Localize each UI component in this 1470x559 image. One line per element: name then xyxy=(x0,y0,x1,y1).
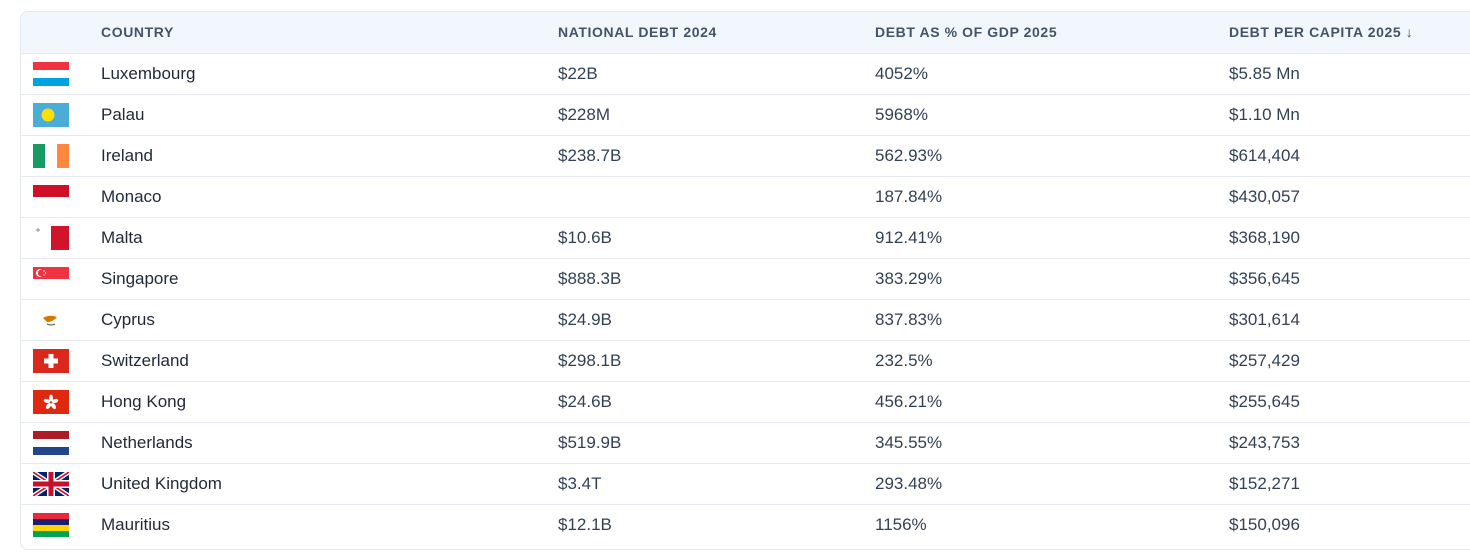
debt-per-capita-value: $301,614 xyxy=(1229,309,1300,329)
debt-per-capita-value: $150,096 xyxy=(1229,514,1300,534)
debt-gdp-value: 383.29% xyxy=(875,268,943,288)
table-row[interactable]: Cyprus $24.9B 837.83% $301,614 xyxy=(21,299,1470,340)
flag-cell xyxy=(21,258,101,299)
netherlands-flag-icon xyxy=(33,430,101,455)
flag-cell xyxy=(21,53,101,94)
cyprus-flag-icon xyxy=(33,307,101,332)
table-row[interactable]: Palau $228M 5968% $1.10 Mn xyxy=(21,94,1470,135)
debt-gdp-value: 837.83% xyxy=(875,309,943,329)
flag-cell xyxy=(21,135,101,176)
luxembourg-flag-icon xyxy=(33,61,101,86)
national-debt-value: $3.4T xyxy=(558,473,602,493)
table-row[interactable]: Ireland $238.7B 562.93% $614,404 xyxy=(21,135,1470,176)
monaco-flag-icon xyxy=(33,184,101,209)
debt-per-capita-value: $243,753 xyxy=(1229,432,1300,452)
flag-cell xyxy=(21,299,101,340)
debt-gdp-value: 293.48% xyxy=(875,473,943,493)
united-kingdom-flag-icon xyxy=(33,471,101,496)
debt-per-capita-value: $430,057 xyxy=(1229,186,1300,206)
debt-table: COUNTRY NATIONAL DEBT 2024 DEBT AS % OF … xyxy=(21,12,1470,545)
flag-cell xyxy=(21,94,101,135)
debt-table-container: COUNTRY NATIONAL DEBT 2024 DEBT AS % OF … xyxy=(20,11,1470,550)
table-row[interactable]: Mauritius $12.1B 1156% $150,096 xyxy=(21,504,1470,545)
national-debt-column-header[interactable]: NATIONAL DEBT 2024 xyxy=(558,24,717,41)
table-row[interactable]: United Kingdom $3.4T 293.48% $152,271 xyxy=(21,463,1470,504)
sort-descending-icon: ↓ xyxy=(1405,24,1414,41)
country-name: Hong Kong xyxy=(101,391,187,411)
malta-flag-icon xyxy=(33,225,101,250)
debt-per-capita-value: $255,645 xyxy=(1229,391,1300,411)
debt-gdp-value: 912.41% xyxy=(875,227,943,247)
debt-per-capita-value: $5.85 Mn xyxy=(1229,63,1300,83)
country-name: Monaco xyxy=(101,186,162,206)
country-name: Switzerland xyxy=(101,350,189,370)
debt-per-capita-value: $356,645 xyxy=(1229,268,1300,288)
flag-cell xyxy=(21,340,101,381)
flag-cell xyxy=(21,381,101,422)
table-row[interactable]: Switzerland $298.1B 232.5% $257,429 xyxy=(21,340,1470,381)
debt-gdp-value: 562.93% xyxy=(875,145,943,165)
table-row[interactable]: Netherlands $519.9B 345.55% $243,753 xyxy=(21,422,1470,463)
country-name: Luxembourg xyxy=(101,63,196,83)
table-header-row: COUNTRY NATIONAL DEBT 2024 DEBT AS % OF … xyxy=(21,12,1470,53)
debt-gdp-value: 1156% xyxy=(875,514,927,534)
debt-per-capita-value: $257,429 xyxy=(1229,350,1300,370)
debt-gdp-column-header[interactable]: DEBT AS % OF GDP 2025 xyxy=(875,24,1058,41)
national-debt-value: $10.6B xyxy=(558,227,612,247)
debt-gdp-value: 187.84% xyxy=(875,186,943,206)
mauritius-flag-icon xyxy=(33,512,101,537)
debt-per-capita-value: $152,271 xyxy=(1229,473,1300,493)
country-name: United Kingdom xyxy=(101,473,222,493)
country-column-header[interactable]: COUNTRY xyxy=(101,24,174,41)
debt-gdp-value: 4052% xyxy=(875,63,928,83)
flag-cell xyxy=(21,422,101,463)
flag-column-header xyxy=(21,12,101,53)
national-debt-value xyxy=(558,176,875,217)
ireland-flag-icon xyxy=(33,143,101,168)
flag-cell xyxy=(21,217,101,258)
national-debt-value: $24.9B xyxy=(558,309,612,329)
country-name: Netherlands xyxy=(101,432,193,452)
national-debt-value: $22B xyxy=(558,63,598,83)
table-row[interactable]: Singapore $888.3B 383.29% $356,645 xyxy=(21,258,1470,299)
palau-flag-icon xyxy=(33,102,101,127)
country-name: Palau xyxy=(101,104,145,124)
national-debt-value: $12.1B xyxy=(558,514,612,534)
debt-gdp-value: 232.5% xyxy=(875,350,933,370)
switzerland-flag-icon xyxy=(33,348,101,373)
national-debt-value: $228M xyxy=(558,104,610,124)
debt-gdp-value: 456.21% xyxy=(875,391,943,411)
national-debt-value: $298.1B xyxy=(558,350,622,370)
table-row[interactable]: Hong Kong $24.6B 456.21% $255,645 xyxy=(21,381,1470,422)
flag-cell xyxy=(21,463,101,504)
table-row[interactable]: Malta $10.6B 912.41% $368,190 xyxy=(21,217,1470,258)
national-debt-value: $888.3B xyxy=(558,268,622,288)
national-debt-value: $238.7B xyxy=(558,145,622,165)
debt-per-capita-column-header[interactable]: DEBT PER CAPITA 2025 ↓ xyxy=(1229,24,1414,41)
table-row[interactable]: Luxembourg $22B 4052% $5.85 Mn xyxy=(21,53,1470,94)
table-row[interactable]: Monaco 187.84% $430,057 xyxy=(21,176,1470,217)
flag-cell xyxy=(21,504,101,545)
hong-kong-flag-icon xyxy=(33,389,101,414)
debt-per-capita-value: $1.10 Mn xyxy=(1229,104,1300,124)
country-name: Cyprus xyxy=(101,309,155,329)
flag-cell xyxy=(21,176,101,217)
debt-per-capita-value: $368,190 xyxy=(1229,227,1300,247)
country-name: Mauritius xyxy=(101,514,170,534)
national-debt-value: $24.6B xyxy=(558,391,612,411)
country-name: Malta xyxy=(101,227,143,247)
debt-per-capita-value: $614,404 xyxy=(1229,145,1300,165)
debt-gdp-value: 5968% xyxy=(875,104,928,124)
country-name: Singapore xyxy=(101,268,179,288)
country-name: Ireland xyxy=(101,145,153,165)
singapore-flag-icon xyxy=(33,266,101,291)
national-debt-value: $519.9B xyxy=(558,432,622,452)
debt-gdp-value: 345.55% xyxy=(875,432,943,452)
